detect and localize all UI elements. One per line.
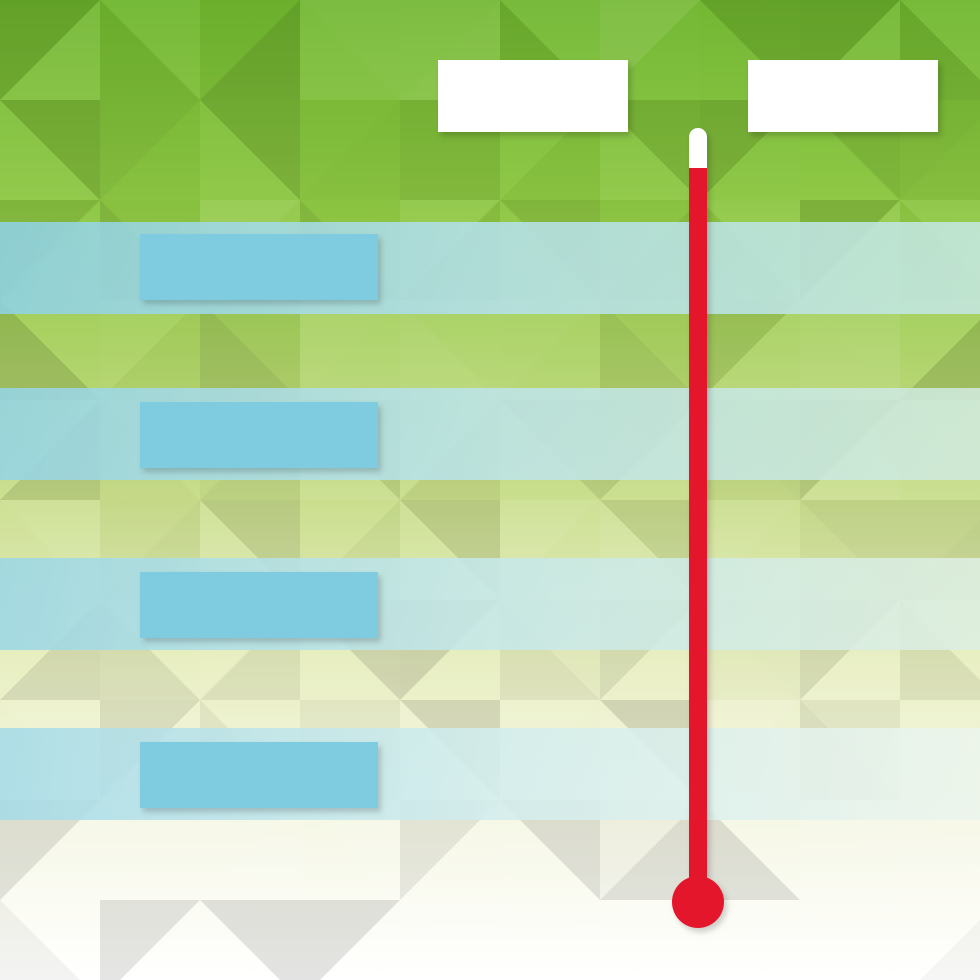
header-block-1 <box>438 60 628 132</box>
row-label-block-2 <box>140 402 378 468</box>
infographic-canvas <box>0 0 980 980</box>
triangle-mosaic <box>0 0 980 980</box>
row-label-block-3 <box>140 572 378 638</box>
row-label-block-1 <box>140 234 378 300</box>
row-label-block-4 <box>140 742 378 808</box>
header-block-2 <box>748 60 938 132</box>
